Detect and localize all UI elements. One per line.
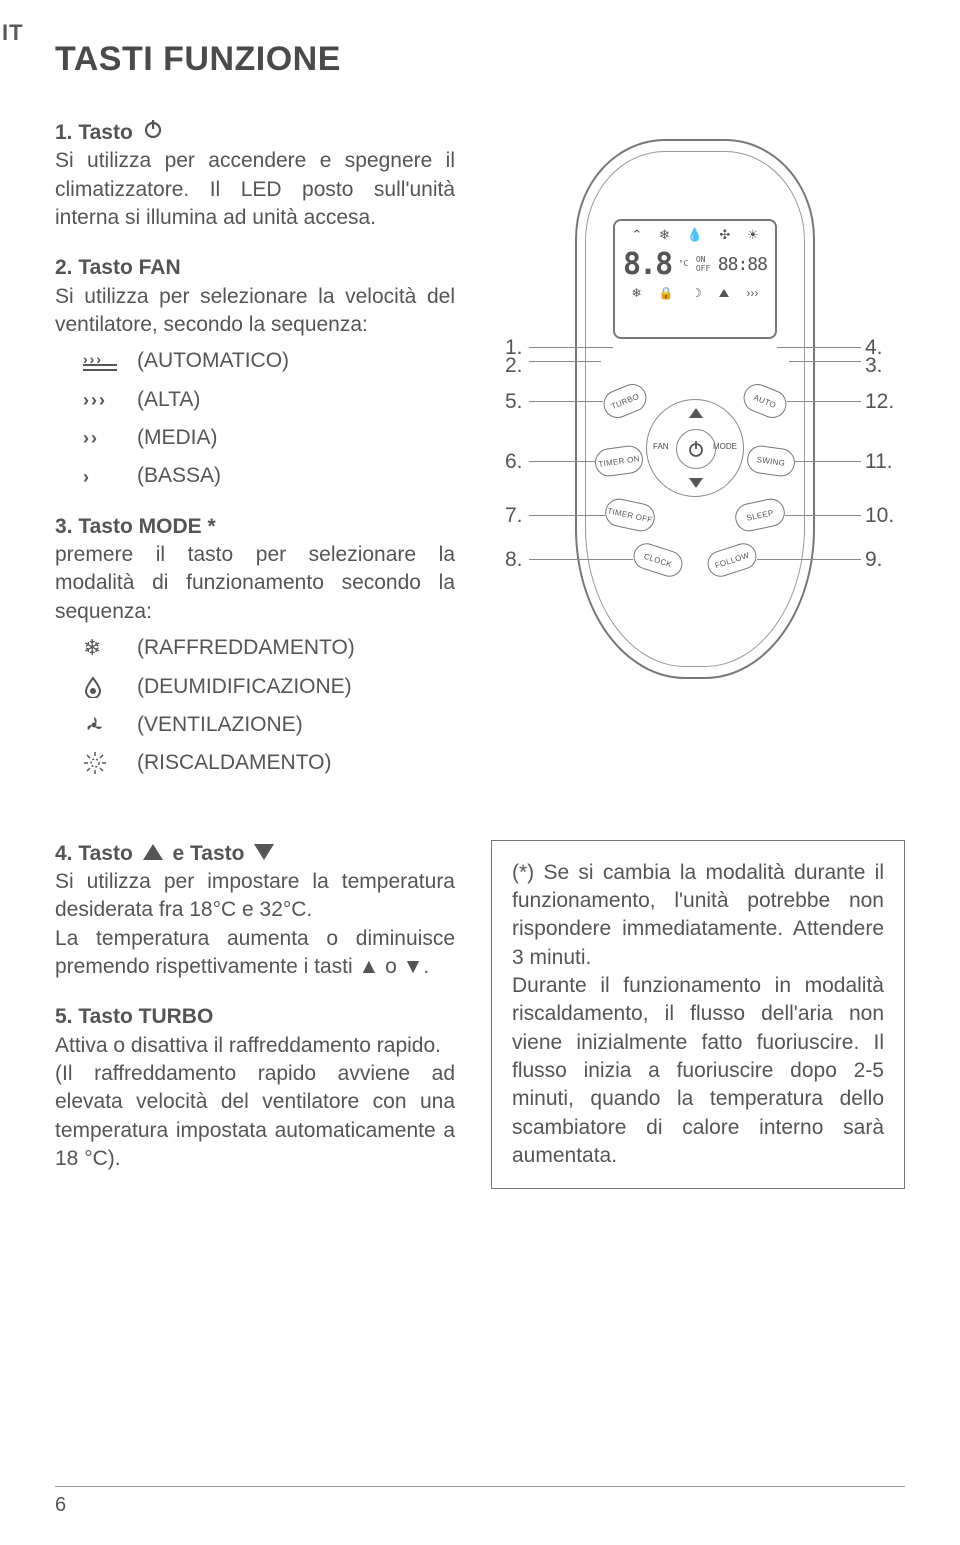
dpad-power-button bbox=[676, 429, 716, 469]
item-2: 2. Tasto FAN Si utilizza per selezionare… bbox=[55, 254, 455, 490]
page-title: TASTI FUNZIONE bbox=[55, 40, 905, 79]
call-10: 10. bbox=[865, 504, 894, 528]
lang-tag: IT bbox=[0, 20, 24, 46]
lead-6 bbox=[529, 461, 595, 462]
fan-low-icon: › bbox=[83, 465, 123, 489]
note-text: (*) Se si cambia la modalità durante il … bbox=[512, 861, 884, 1167]
page-number: 6 bbox=[55, 1494, 66, 1517]
item4-num: 4. bbox=[55, 842, 73, 865]
mode-cool-label: (RAFFREDDAMENTO) bbox=[137, 634, 355, 662]
call-6: 6. bbox=[505, 450, 523, 474]
power-icon bbox=[143, 121, 163, 144]
lcd-snow2-icon: ❄ bbox=[632, 286, 642, 300]
fan-med-label: (MEDIA) bbox=[137, 424, 218, 452]
fan-icon bbox=[83, 713, 123, 737]
fan-high-icon: ››› bbox=[83, 388, 123, 412]
lcd-sun-icon: ☀ bbox=[747, 227, 759, 243]
lead-7 bbox=[529, 515, 605, 516]
fan-high-label: (ALTA) bbox=[137, 386, 200, 414]
item3-title: Tasto MODE * bbox=[78, 515, 215, 538]
call-9: 9. bbox=[865, 548, 883, 572]
call-7: 7. bbox=[505, 504, 523, 528]
lead-2 bbox=[529, 361, 601, 362]
call-3: 3. bbox=[865, 354, 883, 378]
item1-title-a: Tasto bbox=[78, 121, 132, 144]
remote-dpad: FAN MODE bbox=[646, 399, 744, 497]
lcd-drop-icon: 💧 bbox=[687, 227, 703, 243]
fan-auto-icon: ››› bbox=[83, 350, 123, 374]
lead-8 bbox=[529, 559, 633, 560]
item2-title: Tasto FAN bbox=[78, 256, 180, 279]
lcd-onoff: ONOFF bbox=[696, 256, 710, 274]
lead-4 bbox=[777, 347, 861, 348]
lead-12 bbox=[787, 401, 861, 402]
lead-11 bbox=[795, 461, 861, 462]
item-1: 1. Tasto Si utilizza per accendere e spe… bbox=[55, 119, 455, 232]
lcd-moon-icon: ☽ bbox=[691, 286, 702, 300]
dpad-fan-label: FAN bbox=[653, 442, 669, 451]
fan-med-icon: ›› bbox=[83, 426, 123, 450]
call-2: 2. bbox=[505, 354, 523, 378]
dpad-down-icon bbox=[689, 478, 703, 488]
lcd-snow-icon: ❄ bbox=[659, 227, 670, 243]
down-triangle-icon bbox=[254, 844, 274, 860]
item5-num: 5. bbox=[55, 1005, 73, 1028]
dpad-mode-label: MODE bbox=[713, 442, 737, 451]
mode-fan-label: (VENTILAZIONE) bbox=[137, 711, 303, 739]
lead-1 bbox=[529, 347, 613, 348]
item1-desc: Si utilizza per accendere e spegnere il … bbox=[55, 149, 455, 229]
note-box: (*) Se si cambia la modalità durante il … bbox=[491, 840, 905, 1190]
call-11: 11. bbox=[865, 450, 893, 474]
item2-desc: Si utilizza per selezionare la velocità … bbox=[55, 285, 455, 336]
call-5: 5. bbox=[505, 390, 523, 414]
item-5: 5. Tasto TURBO Attiva o disattiva il raf… bbox=[55, 1003, 455, 1173]
lead-9 bbox=[757, 559, 861, 560]
fan-speed-list: ››› (AUTOMATICO) ››› (ALTA) ›› (MEDIA) bbox=[55, 347, 455, 490]
lcd-fan-icon: ✣ bbox=[719, 227, 730, 243]
sun-icon bbox=[83, 751, 123, 775]
item4-desc: Si utilizza per impostare la temperatura… bbox=[55, 870, 455, 978]
item2-num: 2. bbox=[55, 256, 73, 279]
call-12: 12. bbox=[865, 390, 894, 414]
item5-desc: Attiva o disattiva il raffreddamento rap… bbox=[55, 1034, 455, 1170]
lcd-temp: 8.8 bbox=[623, 247, 671, 282]
item-4: 4. Tasto e Tasto Si utilizza per imposta… bbox=[55, 840, 455, 982]
lcd-speed-icon: ››› bbox=[746, 286, 758, 300]
item1-num: 1. bbox=[55, 121, 73, 144]
lcd-swing-icon bbox=[719, 289, 729, 297]
call-8: 8. bbox=[505, 548, 523, 572]
footer-rule bbox=[55, 1486, 905, 1487]
up-triangle-icon bbox=[143, 844, 163, 860]
remote-lcd: ⌃ ❄ 💧 ✣ ☀ 8.8 °C ONOFF 88:88 ❄ 🔒 bbox=[613, 219, 777, 339]
item4-title-a: Tasto bbox=[78, 842, 132, 865]
lcd-signal-icon: ⌃ bbox=[631, 227, 642, 243]
item4-title-mid: e Tasto bbox=[173, 842, 251, 865]
lcd-unit: °C bbox=[679, 260, 689, 269]
fan-auto-label: (AUTOMATICO) bbox=[137, 347, 289, 375]
lead-5 bbox=[529, 401, 603, 402]
snowflake-icon: ❄ bbox=[83, 636, 123, 660]
lcd-lock-icon: 🔒 bbox=[659, 286, 674, 300]
dpad-up-icon bbox=[689, 408, 703, 418]
item3-desc: premere il tasto per selezionare la moda… bbox=[55, 543, 455, 623]
item3-num: 3. bbox=[55, 515, 73, 538]
remote-diagram: ⌃ ❄ 💧 ✣ ☀ 8.8 °C ONOFF 88:88 ❄ 🔒 bbox=[505, 139, 885, 719]
mode-dry-label: (DEUMIDIFICAZIONE) bbox=[137, 673, 352, 701]
mode-heat-label: (RISCALDAMENTO) bbox=[137, 749, 331, 777]
lead-10 bbox=[785, 515, 861, 516]
lcd-time: 88:88 bbox=[718, 254, 767, 275]
lead-3 bbox=[789, 361, 861, 362]
item-3: 3. Tasto MODE * premere il tasto per sel… bbox=[55, 513, 455, 778]
fan-low-label: (BASSA) bbox=[137, 462, 221, 490]
droplet-icon bbox=[83, 675, 123, 699]
mode-list: ❄ (RAFFREDDAMENTO) (DEUMIDIFICAZIONE) (V… bbox=[55, 634, 455, 777]
item5-title: Tasto TURBO bbox=[78, 1005, 213, 1028]
